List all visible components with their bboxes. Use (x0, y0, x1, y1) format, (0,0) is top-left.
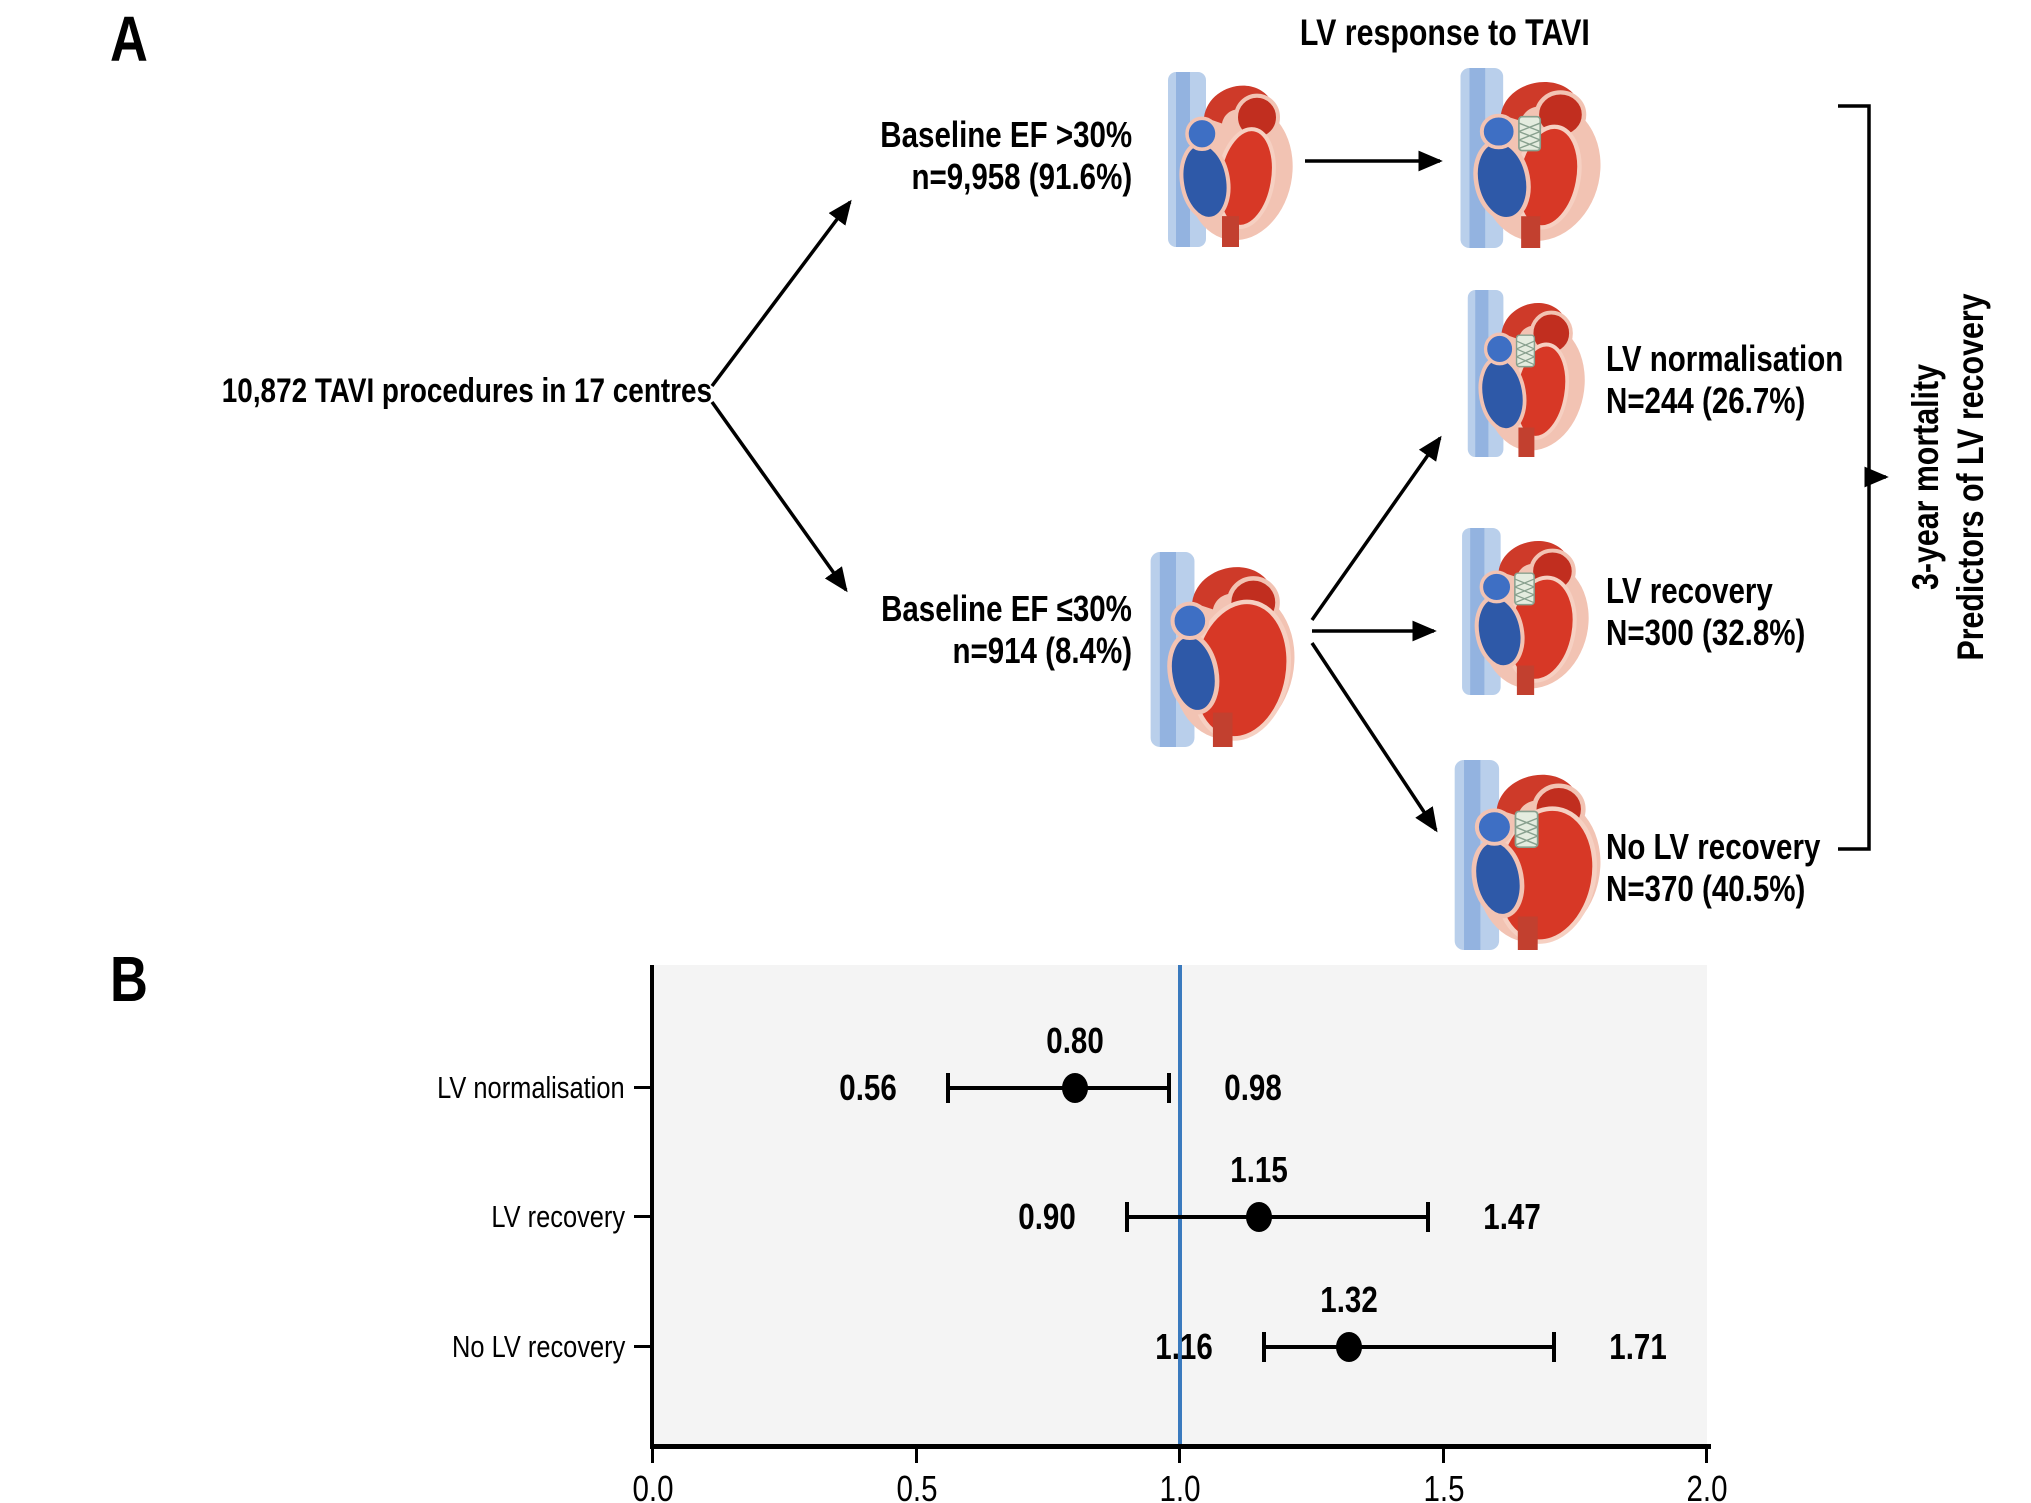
x-tick-label: 1.0 (1120, 1468, 1240, 1503)
arrow-to-lv-normalisation (1310, 435, 1442, 622)
heart-illustration-lv-normalisation (1464, 290, 1586, 457)
x-tick-label: 1.5 (1384, 1468, 1504, 1503)
ci-low-label-text: 0.56 (839, 1067, 897, 1108)
forest-row-label: LV normalisation (285, 1069, 625, 1107)
x-axis-line (650, 1444, 1711, 1449)
reference-line (1178, 965, 1182, 1444)
ci-low-label: 0.90 (977, 1196, 1117, 1238)
ci-bar (1264, 1345, 1554, 1349)
x-tick (915, 1449, 918, 1463)
node-lv-normalisation-line2: N=244 (26.7%) (1606, 380, 1806, 421)
x-tick-label-text: 2.0 (1686, 1468, 1728, 1503)
x-tick (651, 1449, 654, 1463)
node-lv-recovery: LV recovery N=300 (32.8%) (1606, 570, 1986, 654)
ci-bar (948, 1086, 1169, 1090)
point-estimate-marker (1246, 1202, 1272, 1232)
x-tick-label: 0.0 (593, 1468, 713, 1503)
ci-low-label-text: 0.90 (1018, 1196, 1076, 1237)
ci-low-label-text: 1.16 (1155, 1326, 1213, 1367)
estimate-label: 0.80 (1005, 1020, 1145, 1062)
bracket-label-line2: Predictors of LV recovery (1950, 293, 1991, 661)
heart-illustration-no-lv-recovery (1450, 760, 1602, 950)
ci-cap-low (1125, 1202, 1129, 1232)
x-tick-label-text: 1.5 (1423, 1468, 1465, 1503)
node-baseline-ef-gt30-line1: Baseline EF >30% (880, 114, 1132, 155)
estimate-label: 1.32 (1279, 1279, 1419, 1321)
estimate-label: 1.15 (1189, 1149, 1329, 1191)
tavi-valve-stent (1515, 334, 1536, 368)
bracket-label: 3-year mortality Predictors of LV recove… (1903, 253, 1993, 701)
x-tick (1442, 1449, 1445, 1463)
estimate-label-text: 1.32 (1320, 1279, 1378, 1320)
node-no-lv-recovery-line1: No LV recovery (1606, 826, 1821, 867)
y-tick (634, 1215, 650, 1218)
ci-low-label: 0.56 (798, 1067, 938, 1109)
tavi-valve-stent (1518, 115, 1542, 152)
arrow-root-to-ef-gt30 (710, 199, 852, 388)
node-lv-normalisation: LV normalisation N=244 (26.7%) (1606, 338, 1986, 422)
forest-row-label-text: LV normalisation (437, 1070, 625, 1105)
bracket-label-line1: 3-year mortality (1905, 364, 1946, 590)
panel-a-label-text: A (110, 3, 148, 75)
ci-high-label: 1.47 (1442, 1196, 1582, 1238)
panel-b-label: B (110, 942, 156, 1016)
forest-row-label: LV recovery (285, 1198, 625, 1236)
point-estimate-marker (1062, 1073, 1088, 1103)
heart-illustration-baseline-ef-gt30 (1164, 72, 1294, 247)
ci-cap-low (1262, 1332, 1266, 1362)
forest-row-label: No LV recovery (285, 1328, 625, 1366)
y-tick (634, 1345, 650, 1348)
forest-row-label-text: LV recovery (491, 1199, 625, 1234)
ci-cap-high (1552, 1332, 1556, 1362)
node-baseline-ef-le30: Baseline EF ≤30% n=914 (8.4%) (802, 588, 1132, 672)
node-no-lv-recovery: No LV recovery N=370 (40.5%) (1606, 826, 1986, 910)
panel-a-title: LV response to TAVI (1245, 12, 1645, 54)
estimate-label-text: 0.80 (1046, 1020, 1104, 1061)
ci-high-label-text: 1.47 (1483, 1196, 1541, 1237)
x-tick-label: 0.5 (857, 1468, 977, 1503)
node-baseline-ef-le30-line1: Baseline EF ≤30% (881, 588, 1132, 629)
estimate-label-text: 1.15 (1230, 1149, 1288, 1190)
y-tick (634, 1086, 650, 1089)
ci-high-label: 0.98 (1183, 1067, 1323, 1109)
point-estimate-marker (1336, 1332, 1362, 1362)
ci-cap-high (1426, 1202, 1430, 1232)
node-lv-recovery-line1: LV recovery (1606, 570, 1773, 611)
arrow-root-to-ef-le30 (710, 400, 848, 593)
panel-a-title-text: LV response to TAVI (1300, 12, 1590, 53)
heart-illustration-baseline-ef-le30 (1146, 552, 1296, 747)
x-tick-label: 2.0 (1647, 1468, 1767, 1503)
heart-illustration-lv-recovery (1458, 528, 1590, 695)
ci-cap-high (1167, 1073, 1171, 1103)
x-tick (1178, 1449, 1181, 1463)
ci-high-label: 1.71 (1568, 1326, 1708, 1368)
ci-low-label: 1.16 (1114, 1326, 1254, 1368)
panel-b-label-text: B (110, 943, 148, 1015)
node-baseline-ef-gt30: Baseline EF >30% n=9,958 (91.6%) (802, 114, 1132, 198)
ci-bar (1127, 1215, 1427, 1219)
ci-high-label-text: 0.98 (1224, 1067, 1282, 1108)
ci-high-label-text: 1.71 (1609, 1326, 1667, 1367)
panel-a-label: A (110, 2, 156, 76)
x-tick-label-text: 1.0 (1159, 1468, 1201, 1503)
heart-illustration-post-tavi-ef-gt30 (1456, 68, 1602, 248)
forest-row-label-text: No LV recovery (451, 1329, 625, 1364)
root-node-label: 10,872 TAVI procedures in 17 centres (168, 372, 712, 411)
y-axis-line (650, 965, 654, 1448)
x-tick (1705, 1449, 1708, 1463)
ci-cap-low (946, 1073, 950, 1103)
x-tick-label-text: 0.0 (632, 1468, 674, 1503)
node-lv-recovery-line2: N=300 (32.8%) (1606, 612, 1806, 653)
node-no-lv-recovery-line2: N=370 (40.5%) (1606, 868, 1806, 909)
tavi-valve-stent (1514, 810, 1539, 849)
x-tick-label-text: 0.5 (896, 1468, 938, 1503)
bracket (1838, 104, 1871, 851)
arrow-to-no-lv-recovery (1310, 642, 1438, 833)
node-lv-normalisation-line1: LV normalisation (1606, 338, 1844, 379)
tavi-valve-stent (1514, 572, 1535, 606)
node-baseline-ef-gt30-line2: n=9,958 (91.6%) (911, 156, 1132, 197)
root-node-text: 10,872 TAVI procedures in 17 centres (221, 372, 712, 410)
node-baseline-ef-le30-line2: n=914 (8.4%) (952, 630, 1132, 671)
